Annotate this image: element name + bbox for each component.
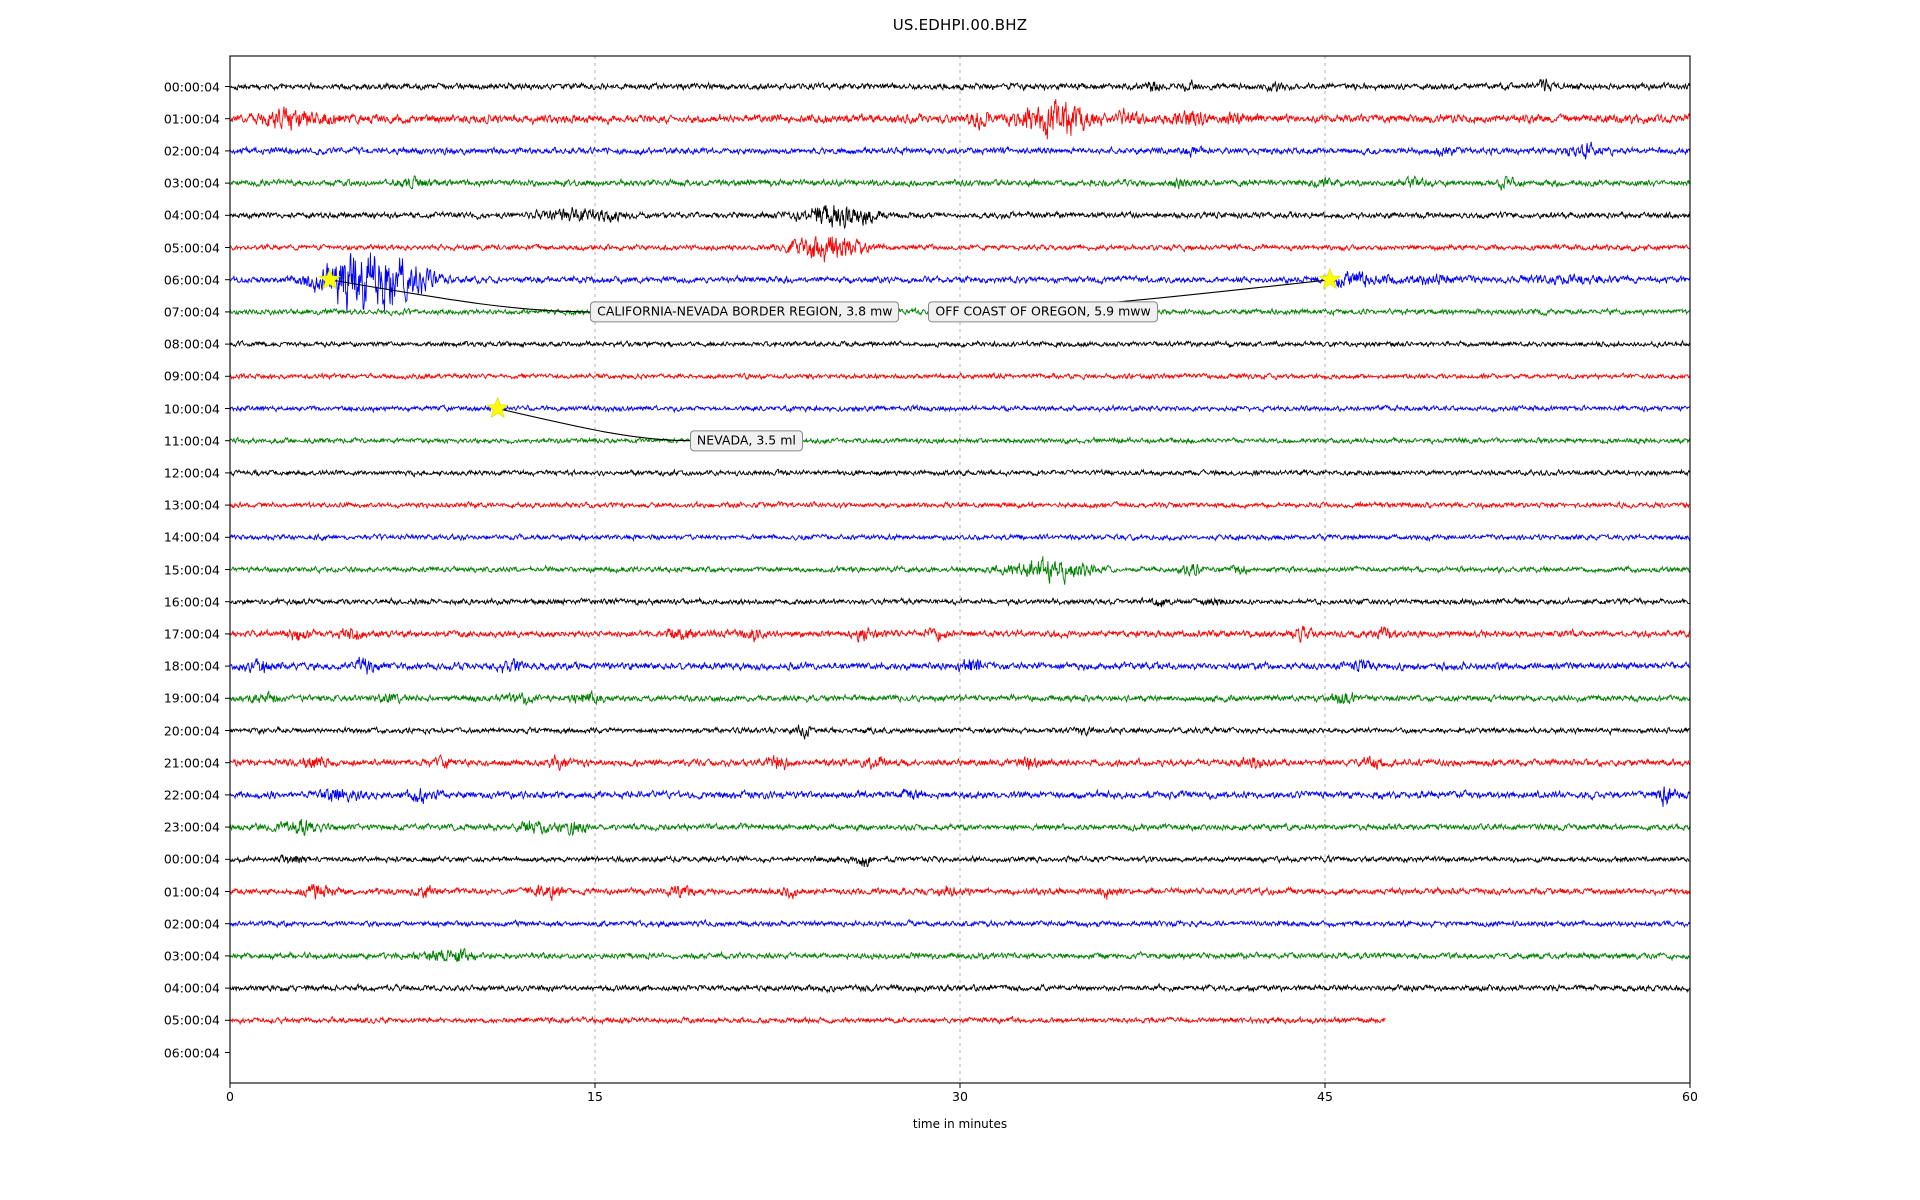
trace-line	[229, 918, 1691, 929]
event-annotation-label[interactable]: NEVADA, 3.5 ml	[689, 430, 803, 452]
y-axis-tick-label: 22:00:04	[163, 787, 220, 803]
trace-line	[229, 786, 1691, 807]
y-axis-tick-label: 01:00:04	[163, 884, 220, 899]
y-axis-tick-label: 19:00:04	[163, 690, 220, 706]
event-markers	[318, 267, 1342, 419]
y-axis-tick-label: 03:00:04	[163, 948, 220, 964]
y-axis-tick-label: 14:00:04	[163, 529, 220, 545]
event-star-icon	[486, 396, 509, 419]
trace-line	[229, 556, 1691, 585]
event-annotation-label[interactable]: OFF COAST OF OREGON, 5.9 mww	[928, 301, 1158, 323]
y-axis-tick-label: 20:00:04	[163, 723, 220, 738]
x-axis-tick-label: 15	[587, 1089, 603, 1104]
y-axis-tick-label: 02:00:04	[163, 916, 220, 932]
trace-line	[229, 948, 1691, 963]
trace-line	[229, 532, 1691, 543]
trace-line	[229, 435, 1691, 446]
y-axis-tick-label: 11:00:04	[163, 433, 220, 449]
y-axis-tick-label: 16:00:04	[163, 594, 220, 610]
event-star-icon	[1318, 267, 1342, 290]
y-axis-tick-label: 02:00:04	[163, 143, 220, 159]
y-axis-tick-label: 01:00:04	[163, 111, 220, 127]
y-axis-tick-label: 12:00:04	[163, 465, 220, 481]
y-axis-tick-label: 23:00:04	[163, 819, 220, 835]
trace-line	[229, 205, 1691, 230]
event-star-icon	[318, 267, 342, 290]
annotation-leader-line	[329, 279, 591, 313]
y-axis-tick-label: 15:00:04	[163, 562, 220, 577]
trace-line	[229, 884, 1691, 902]
x-axis-tick-label: 60	[1682, 1089, 1698, 1104]
y-axis-tick-label: 07:00:04	[163, 304, 220, 320]
trace-line	[229, 99, 1691, 140]
trace-line	[229, 656, 1691, 675]
annotation-leader-line	[497, 407, 690, 442]
y-axis-tick-label: 06:00:04	[163, 272, 220, 288]
y-axis-tick-label: 03:00:04	[163, 175, 220, 191]
y-axis-tick-label: 17:00:04	[163, 626, 220, 642]
event-annotation-label[interactable]: CALIFORNIA-NEVADA BORDER REGION, 3.8 mw	[590, 301, 900, 323]
y-axis-tick-label: 08:00:04	[163, 336, 220, 352]
trace-line	[229, 754, 1691, 771]
y-axis-tick-label: 09:00:04	[163, 368, 220, 384]
y-axis-tick-label: 00:00:04	[163, 851, 220, 867]
trace-line	[229, 625, 1691, 643]
x-axis-label: time in minutes	[912, 1117, 1008, 1131]
y-axis-tick-label: 05:00:04	[163, 1012, 220, 1028]
trace-line	[229, 500, 1691, 511]
x-axis-tick-label: 0	[226, 1089, 234, 1104]
y-axis-tick-label: 06:00:04	[163, 1045, 220, 1060]
y-axis-tick-label: 21:00:04	[163, 755, 220, 771]
axis-ticks	[225, 86, 1691, 1088]
y-axis-tick-label: 04:00:04	[163, 980, 220, 996]
trace-line	[229, 339, 1691, 349]
trace-line	[229, 252, 1691, 312]
x-axis-tick-label: 45	[1317, 1089, 1333, 1104]
trace-line	[229, 175, 1691, 191]
trace-line	[229, 371, 1691, 381]
trace-line	[229, 853, 1691, 868]
trace-line	[229, 78, 1691, 93]
trace-line	[229, 141, 1691, 160]
trace-line	[229, 724, 1691, 740]
trace-line	[229, 1015, 1386, 1026]
x-axis-tick-label: 30	[952, 1089, 968, 1104]
y-axis-tick-label: 18:00:04	[163, 658, 220, 674]
y-axis-tick-label: 04:00:04	[163, 207, 220, 223]
trace-line	[229, 403, 1691, 414]
trace-line	[229, 468, 1691, 478]
y-axis-tick-label: 10:00:04	[163, 401, 220, 416]
y-axis-tick-label: 00:00:04	[163, 79, 220, 94]
trace-line	[229, 236, 1691, 263]
y-axis-tick-label: 05:00:04	[163, 240, 220, 255]
trace-line	[229, 818, 1691, 837]
trace-line	[229, 689, 1691, 706]
trace-line	[229, 596, 1691, 608]
y-axis-tick-label: 13:00:04	[163, 497, 220, 513]
trace-line	[229, 982, 1691, 994]
chart-title: US.EDHPI.00.BHZ	[892, 16, 1028, 34]
